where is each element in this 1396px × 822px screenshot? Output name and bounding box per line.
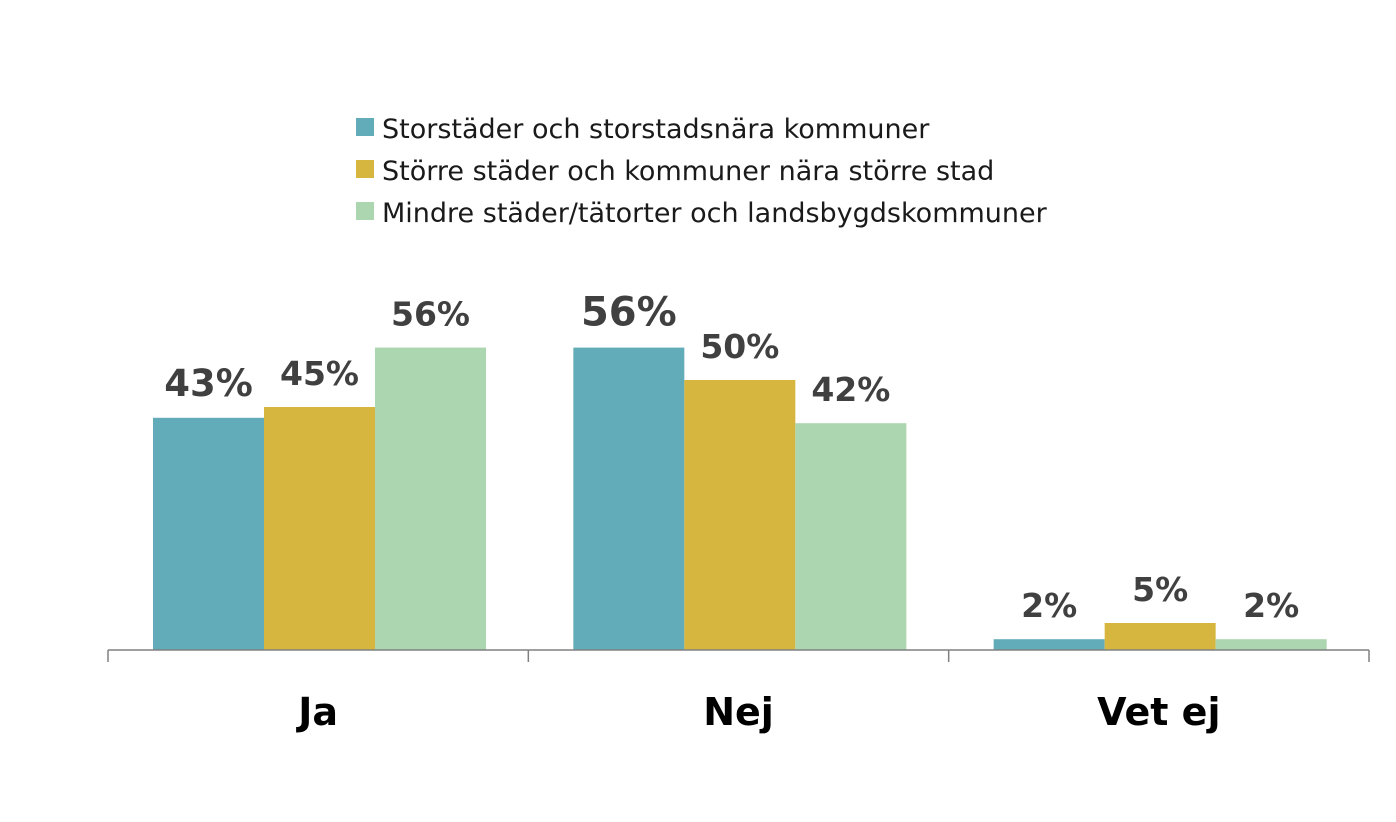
bar-nej-series-3 (795, 423, 907, 650)
legend-label-1: Storstäder och storstadsnära kommuner (382, 114, 930, 145)
data-label-nej-series-3: 42% (811, 370, 890, 409)
category-label-ja: Ja (295, 690, 338, 734)
category-label-nej: Nej (703, 690, 774, 734)
bar-vet-ej-series-3 (1215, 639, 1327, 650)
x-axis: Ja Nej Vet ej (107, 649, 1370, 734)
data-labels: 43% 45% 56% 56% 50% 42% 2% 5% 2% (164, 290, 1299, 626)
bar-ja-series-1 (153, 417, 264, 650)
legend-swatch-1 (356, 118, 374, 136)
bar-ja-series-2 (264, 407, 375, 650)
data-label-nej-series-1: 56% (581, 290, 677, 336)
legend-label-3: Mindre städer/tätorter och landsbygdskom… (382, 198, 1048, 229)
data-label-nej-series-2: 50% (700, 327, 779, 366)
data-label-vet-ej-series-1: 2% (1021, 586, 1077, 625)
data-label-ja-series-2: 45% (280, 354, 359, 393)
data-label-ja-series-3: 56% (391, 295, 470, 334)
bar-ja-series-3 (375, 347, 486, 650)
bar-nej-series-2 (684, 380, 796, 650)
bar-nej-series-1 (573, 347, 685, 650)
bars (153, 347, 1327, 650)
legend-label-2: Större städer och kommuner nära större s… (382, 156, 994, 187)
data-label-ja-series-1: 43% (164, 362, 253, 405)
legend: Storstäder och storstadsnära kommuner Stö… (356, 114, 1048, 229)
bar-vet-ej-series-1 (993, 639, 1105, 650)
data-label-vet-ej-series-3: 2% (1243, 586, 1299, 625)
legend-swatch-3 (356, 202, 374, 220)
data-label-vet-ej-series-2: 5% (1132, 570, 1188, 609)
category-label-vet-ej: Vet ej (1097, 690, 1220, 734)
legend-swatch-2 (356, 160, 374, 178)
bar-vet-ej-series-2 (1104, 623, 1216, 650)
